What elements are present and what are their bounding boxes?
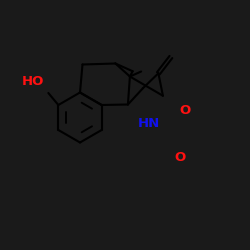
- Text: HN: HN: [138, 117, 160, 130]
- Text: HO: HO: [22, 75, 44, 88]
- Text: O: O: [174, 151, 186, 164]
- Text: O: O: [180, 104, 191, 117]
